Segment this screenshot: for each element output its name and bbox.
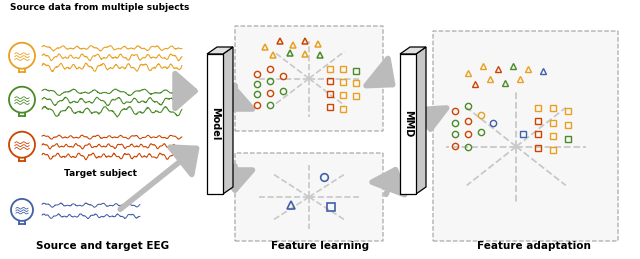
Polygon shape: [223, 47, 233, 194]
Text: MMD: MMD: [403, 110, 413, 138]
Text: Feature learning: Feature learning: [271, 241, 369, 251]
Polygon shape: [207, 47, 233, 54]
Polygon shape: [400, 54, 416, 194]
FancyBboxPatch shape: [235, 153, 383, 241]
Polygon shape: [416, 47, 426, 194]
Text: Feature adaptation: Feature adaptation: [477, 241, 591, 251]
Text: Source and target EEG: Source and target EEG: [36, 241, 169, 251]
Text: Target subject: Target subject: [63, 169, 136, 178]
Text: Model: Model: [210, 107, 220, 141]
Polygon shape: [207, 54, 223, 194]
Polygon shape: [400, 47, 426, 54]
FancyBboxPatch shape: [235, 26, 383, 131]
FancyBboxPatch shape: [433, 31, 618, 241]
Text: Source data from multiple subjects: Source data from multiple subjects: [10, 3, 189, 12]
